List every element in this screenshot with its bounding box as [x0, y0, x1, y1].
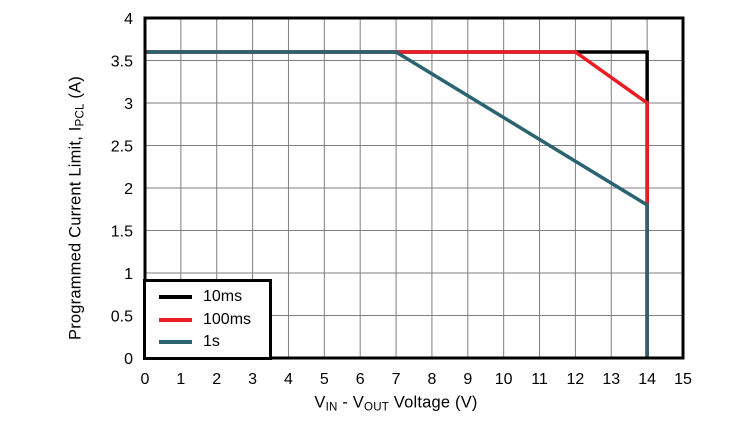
y-axis-title-text: Programmed Current Limit, I	[66, 126, 85, 340]
x-axis-title-subscript-out: OUT	[364, 401, 389, 414]
legend-label: 100ms	[203, 310, 252, 328]
x-tick-label: 15	[674, 371, 692, 388]
x-tick-label: 10	[495, 371, 513, 388]
legend-swatch	[159, 317, 192, 322]
x-tick-label: 11	[531, 371, 548, 388]
y-tick-label: 0.5	[111, 309, 133, 326]
x-tick-label: 3	[248, 371, 257, 388]
x-tick-label: 7	[392, 371, 401, 388]
x-axis-title: VIN - VOUT Voltage (V)	[314, 393, 478, 414]
x-tick-label: 5	[320, 371, 329, 388]
x-tick-label: 4	[284, 371, 293, 388]
x-axis-title-unit: Voltage (V)	[389, 393, 478, 412]
y-tick-label: 1.5	[111, 224, 133, 241]
x-tick-label: 12	[567, 371, 585, 388]
y-axis-title: Programmed Current Limit, IPCL (A)	[66, 76, 87, 340]
x-tick-label: 8	[427, 371, 436, 388]
x-tick-label: 0	[141, 371, 150, 388]
x-axis-title-text: V	[314, 393, 326, 412]
plot-border	[143, 16, 685, 360]
legend-swatch	[159, 294, 192, 299]
x-tick-label: 2	[212, 371, 221, 388]
y-tick-label: 2.5	[111, 139, 133, 156]
legend-item-100ms: 100ms	[159, 310, 269, 328]
y-tick-label: 0	[124, 351, 133, 368]
legend-item-1s: 1s	[159, 334, 269, 350]
legend: 10ms 100ms 1s	[143, 279, 272, 360]
x-axis-title-text2: - V	[337, 393, 365, 412]
y-tick-label: 1	[124, 266, 133, 283]
legend-label: 10ms	[203, 287, 243, 305]
y-tick-label: 4	[124, 11, 133, 28]
y-tick-label: 3	[124, 96, 133, 113]
y-tick-label: 2	[124, 181, 133, 198]
y-axis-title-unit: (A)	[66, 76, 85, 104]
legend-item-10ms: 10ms	[159, 287, 269, 305]
legend-swatch	[159, 340, 192, 345]
x-tick-label: 9	[463, 371, 472, 388]
x-tick-label: 13	[602, 371, 620, 388]
x-tick-label: 6	[356, 371, 365, 388]
y-axis-title-subscript: PCL	[74, 103, 87, 127]
x-tick-label: 1	[176, 371, 185, 388]
series-line-1s	[145, 50, 649, 358]
y-tick-label: 3.5	[111, 54, 133, 71]
x-axis-title-subscript-in: IN	[325, 401, 338, 414]
legend-label: 1s	[203, 333, 220, 351]
x-tick-label: 14	[638, 371, 656, 388]
